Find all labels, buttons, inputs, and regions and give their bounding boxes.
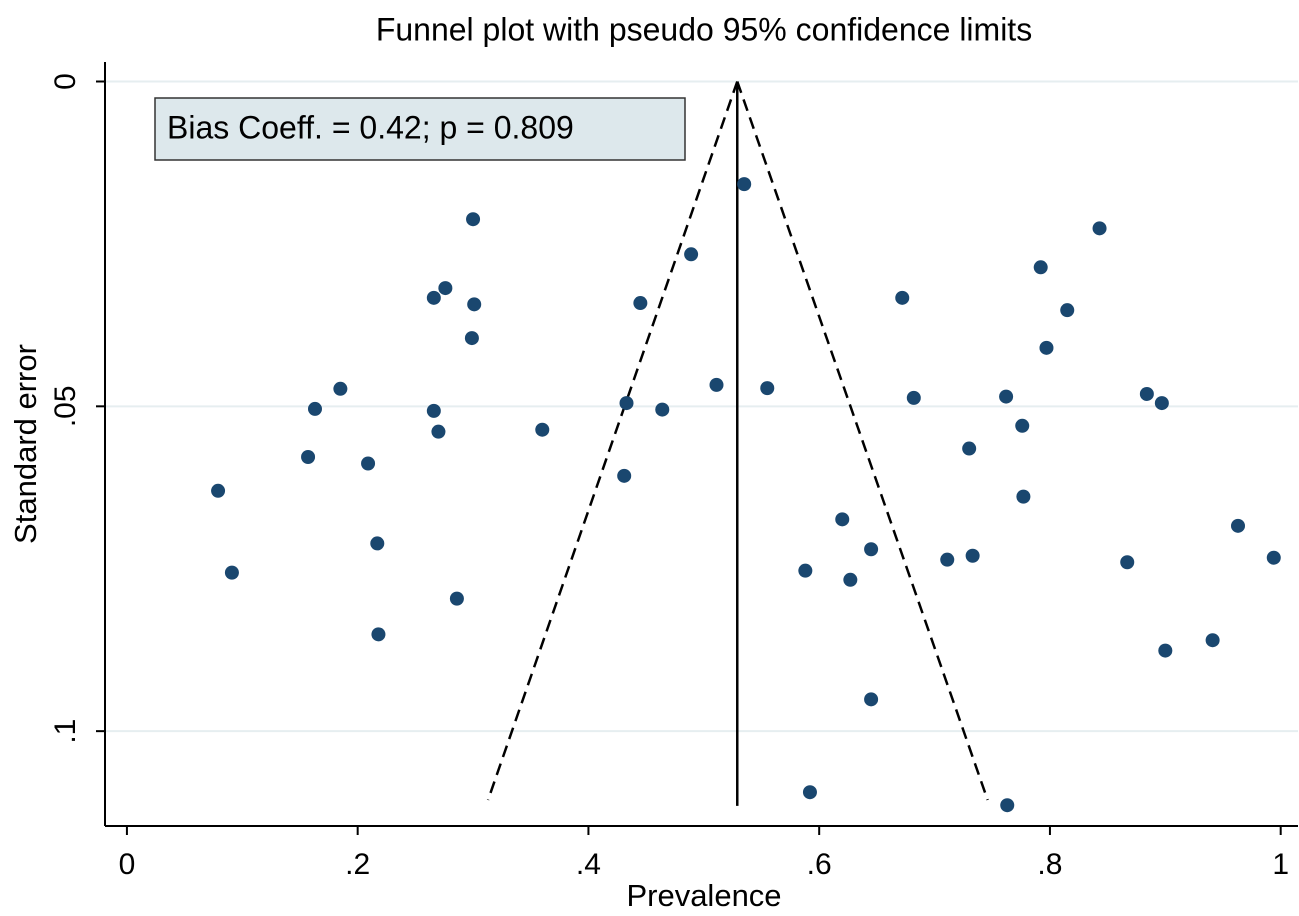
point	[633, 296, 648, 311]
point	[940, 552, 955, 567]
point	[449, 591, 464, 606]
x-tick-label: .8	[1037, 848, 1062, 881]
point	[307, 401, 322, 416]
point	[864, 692, 879, 707]
point	[370, 536, 385, 551]
point	[802, 785, 817, 800]
point	[617, 468, 632, 483]
x-tick-label: 0	[119, 848, 136, 881]
chart-title: Funnel plot with pseudo 95% confidence l…	[376, 11, 1032, 47]
point	[1060, 303, 1075, 318]
point	[466, 212, 481, 227]
point	[709, 377, 724, 392]
annotation: Bias Coeff. = 0.42; p = 0.809	[167, 109, 574, 145]
point	[1015, 418, 1030, 433]
point	[655, 402, 670, 417]
confidence-limit	[486, 81, 739, 801]
x-tick-label: 1	[1272, 848, 1289, 881]
point	[760, 381, 775, 396]
point	[835, 512, 850, 527]
point	[1039, 340, 1054, 355]
y-tick-label: 0	[49, 73, 82, 90]
point	[211, 483, 226, 498]
point	[467, 297, 482, 312]
point	[224, 565, 239, 580]
point	[1139, 386, 1154, 401]
point	[619, 396, 634, 411]
point	[438, 281, 453, 296]
x-tick-label: .2	[345, 848, 370, 881]
x-axis-label: Prevalence	[626, 878, 781, 913]
point	[1000, 798, 1015, 813]
point	[999, 389, 1014, 404]
point	[361, 456, 376, 471]
point	[431, 424, 446, 439]
point	[895, 290, 910, 305]
point	[464, 331, 479, 346]
x-tick-label: .6	[807, 848, 832, 881]
point	[965, 548, 980, 563]
point	[1231, 518, 1246, 533]
point	[1016, 489, 1031, 504]
point	[333, 381, 348, 396]
point	[1158, 643, 1173, 658]
point	[798, 563, 813, 578]
y-axis-label: Standard error	[8, 344, 43, 544]
point	[371, 627, 386, 642]
point	[1205, 633, 1220, 648]
point	[535, 422, 550, 437]
point	[1154, 396, 1169, 411]
point	[684, 247, 699, 262]
point	[1266, 550, 1281, 565]
point	[843, 572, 858, 587]
point	[737, 177, 752, 192]
annotation-box	[154, 97, 686, 161]
point	[301, 449, 316, 464]
point	[906, 390, 921, 405]
point	[426, 290, 441, 305]
point	[864, 542, 879, 557]
confidence-limit	[736, 81, 989, 801]
point	[1033, 260, 1048, 275]
point	[962, 441, 977, 456]
x-tick-label: .4	[576, 848, 601, 881]
point	[1120, 555, 1135, 570]
point	[1092, 221, 1107, 236]
point	[426, 403, 441, 418]
y-tick-label: .1	[49, 719, 82, 744]
y-tick-label: .05	[49, 385, 82, 427]
